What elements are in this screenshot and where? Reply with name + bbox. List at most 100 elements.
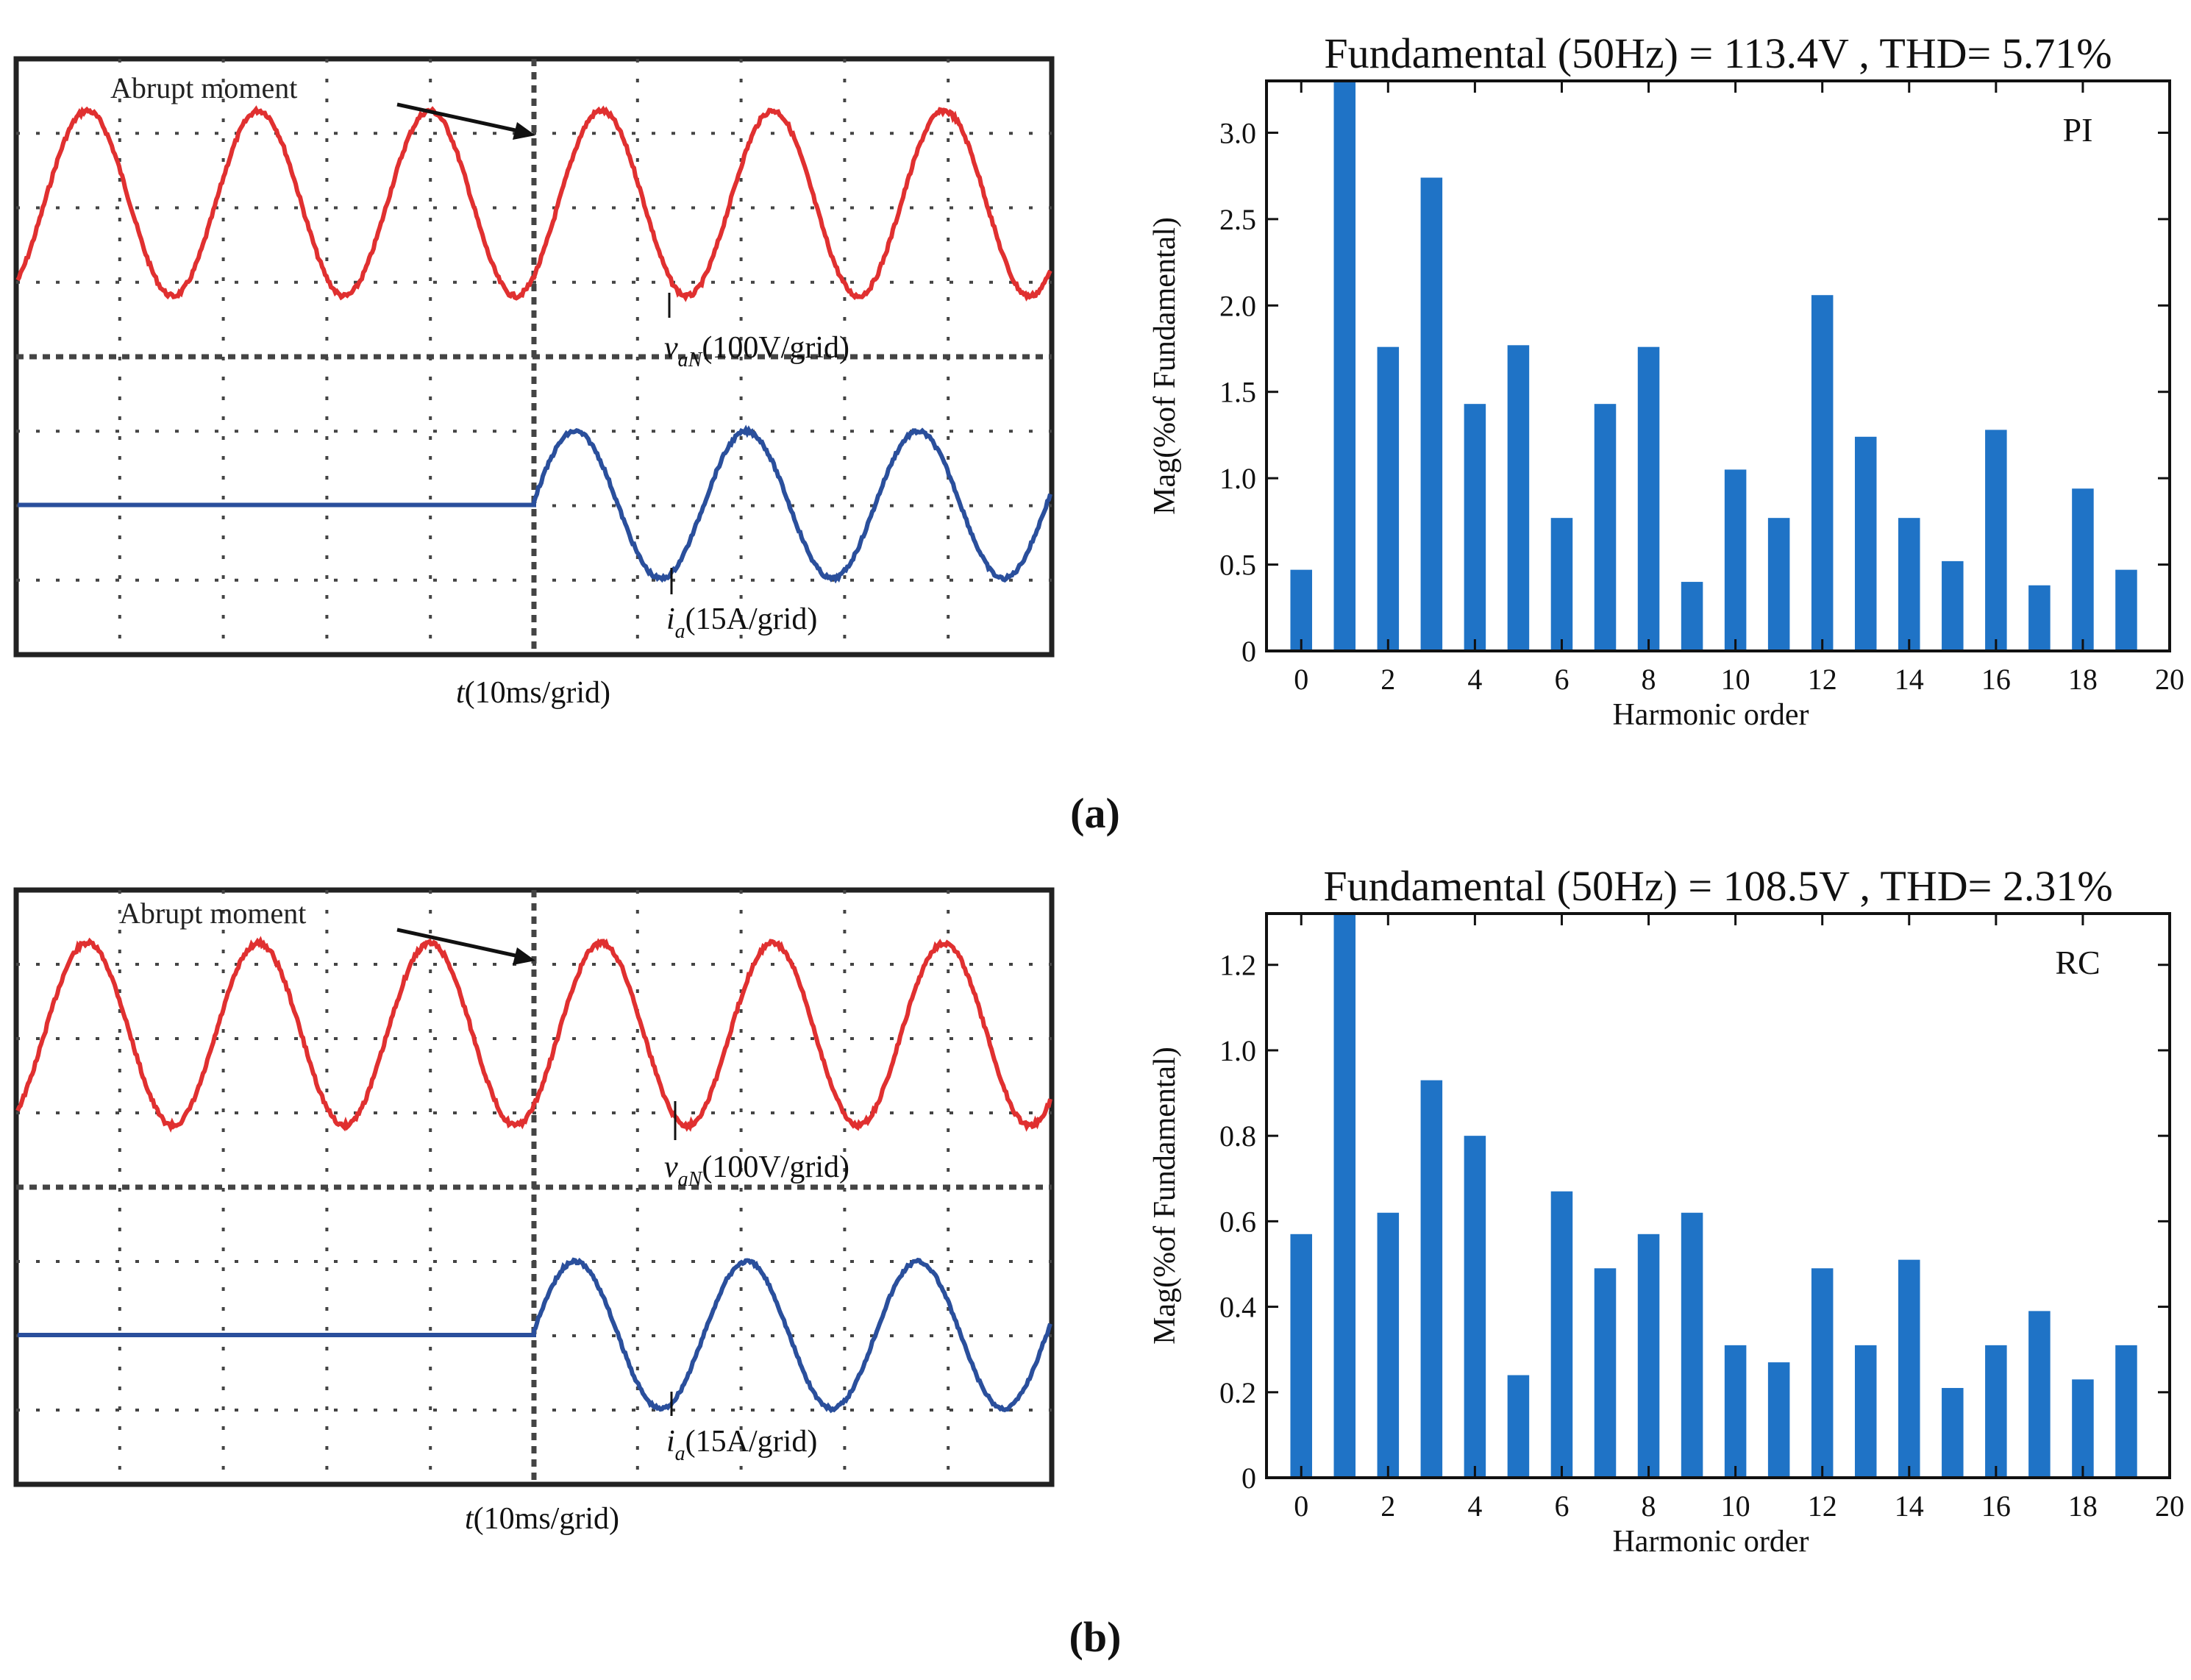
x-tick-label: 4: [1467, 663, 1482, 696]
bar-harmonic-18: [2072, 488, 2094, 651]
y-tick-label: 0.6: [1219, 1205, 1256, 1238]
current-waveform: [18, 424, 1052, 584]
arrow-head-icon: [513, 122, 535, 140]
bar-harmonic-11: [1767, 518, 1790, 651]
bar-harmonic-18: [2072, 1379, 2094, 1478]
x-tick-label: 18: [2068, 1489, 2098, 1523]
plot-frame: [1265, 79, 2171, 652]
y-tick-label: 0.4: [1219, 1291, 1256, 1324]
bar-harmonic-17: [2028, 1311, 2051, 1478]
x-tick-label: 2: [1380, 663, 1395, 696]
chart-title: Fundamental (50Hz) = 108.5V , THD= 2.31%: [1323, 862, 2112, 910]
bar-harmonic-11: [1767, 1362, 1790, 1478]
abrupt-moment-label: Abrupt moment: [119, 897, 306, 930]
x-tick-label: 0: [1294, 1489, 1308, 1523]
bar-harmonic-3: [1420, 177, 1443, 651]
bar-harmonic-5: [1507, 345, 1530, 651]
panel-label-b: (b): [1069, 1613, 1122, 1661]
bar-harmonic-8: [1637, 1234, 1660, 1478]
chart-title: Fundamental (50Hz) = 113.4V , THD= 5.71%: [1324, 29, 2112, 77]
time-scale-label: t(10ms/grid): [465, 1502, 619, 1536]
bar-harmonic-14: [1898, 1259, 1920, 1478]
bar-harmonic-10: [1724, 1345, 1747, 1478]
x-tick-label: 0: [1294, 663, 1308, 696]
y-tick-label: 0.8: [1219, 1120, 1256, 1153]
bar-harmonic-13: [1854, 1345, 1877, 1478]
x-tick-label: 14: [1895, 663, 1924, 696]
bar-harmonic-16: [1985, 430, 2007, 651]
bar-harmonic-4: [1464, 404, 1486, 651]
x-tick-label: 8: [1642, 1489, 1656, 1523]
x-tick-label: 10: [1721, 1489, 1750, 1523]
x-tick-label: 16: [1981, 663, 2011, 696]
bar-harmonic-5: [1507, 1375, 1530, 1478]
x-tick-label: 4: [1467, 1489, 1482, 1523]
bar-harmonic-3: [1420, 1080, 1443, 1478]
x-tick-label: 12: [1808, 663, 1837, 696]
abrupt-moment-label: Abrupt moment: [110, 71, 297, 104]
y-axis-label: Mag(%of Fundamental): [1148, 217, 1182, 515]
y-tick-label: 1.0: [1219, 1034, 1256, 1067]
voltage-label: vaN(100V/grid): [664, 1150, 849, 1191]
x-tick-label: 2: [1380, 1489, 1395, 1523]
bar-harmonic-9: [1681, 582, 1703, 651]
current-label: ia(15A/grid): [666, 602, 817, 643]
bar-harmonic-7: [1594, 1268, 1617, 1478]
bar-harmonic-2: [1377, 346, 1400, 651]
bar-harmonic-8: [1637, 346, 1660, 651]
y-tick-label: 1.2: [1219, 949, 1256, 982]
x-tick-label: 8: [1642, 663, 1656, 696]
controller-label: PI: [2063, 111, 2093, 149]
bar-series: [1290, 914, 2137, 1478]
y-tick-label: 0: [1241, 635, 1256, 668]
x-tick-label: 10: [1721, 663, 1750, 696]
scope-panel-b: Abrupt moment vaN(100V/grid) ia(15A/grid…: [13, 887, 1055, 1536]
y-tick-label: 0.5: [1219, 549, 1256, 582]
bar-harmonic-1: [1333, 914, 1356, 1478]
x-tick-label: 6: [1554, 663, 1569, 696]
bar-harmonic-15: [1942, 1387, 1964, 1478]
bar-harmonic-0: [1290, 569, 1312, 651]
bar-harmonic-12: [1811, 1268, 1834, 1478]
y-tick-label: 2.0: [1219, 289, 1256, 322]
time-scale-label: t(10ms/grid): [456, 676, 610, 710]
bar-harmonic-4: [1464, 1136, 1486, 1478]
bar-harmonic-19: [2115, 1345, 2137, 1478]
x-tick-label: 18: [2068, 663, 2098, 696]
plot-frame: [1265, 912, 2171, 1479]
x-tick-label: 16: [1981, 1489, 2011, 1523]
bar-harmonic-9: [1681, 1212, 1703, 1478]
arrow-head-icon: [513, 947, 535, 965]
y-tick-label: 3.0: [1219, 116, 1256, 149]
y-tick-label: 1.0: [1219, 462, 1256, 495]
bar-harmonic-6: [1550, 1191, 1573, 1478]
current-waveform: [18, 1257, 1052, 1414]
bar-harmonic-10: [1724, 469, 1747, 651]
x-axis-label: Harmonic order: [1612, 698, 1809, 732]
current-label: ia(15A/grid): [666, 1425, 817, 1465]
panel-label-a: (a): [1070, 789, 1120, 837]
bar-harmonic-13: [1854, 436, 1877, 651]
bar-harmonic-7: [1594, 404, 1617, 651]
controller-label: RC: [2055, 944, 2100, 981]
x-tick-label: 20: [2155, 1489, 2184, 1523]
bar-harmonic-12: [1811, 295, 1834, 651]
y-tick-label: 0: [1241, 1462, 1256, 1495]
voltage-waveform: [15, 105, 1052, 302]
abrupt-moment-arrow: [396, 102, 519, 133]
x-tick-label: 20: [2155, 663, 2184, 696]
y-axis-label: Mag(%of Fundamental): [1148, 1047, 1182, 1345]
bar-harmonic-14: [1898, 518, 1920, 651]
bar-harmonic-16: [1985, 1345, 2007, 1478]
bar-harmonic-19: [2115, 569, 2137, 651]
bar-harmonic-15: [1942, 560, 1964, 651]
x-tick-label: 6: [1554, 1489, 1569, 1523]
bar-harmonic-1: [1333, 81, 1356, 651]
y-tick-label: 2.5: [1219, 203, 1256, 236]
y-tick-label: 1.5: [1219, 376, 1256, 409]
bar-harmonic-0: [1290, 1234, 1312, 1478]
bar-harmonic-2: [1377, 1212, 1400, 1478]
harmonic-spectrum-chart-rc: Fundamental (50Hz) = 108.5V , THD= 2.31%…: [1148, 862, 2184, 1559]
scope-panel-a: Abrupt moment vaN(100V/grid) ia(15A/grid…: [13, 56, 1055, 710]
